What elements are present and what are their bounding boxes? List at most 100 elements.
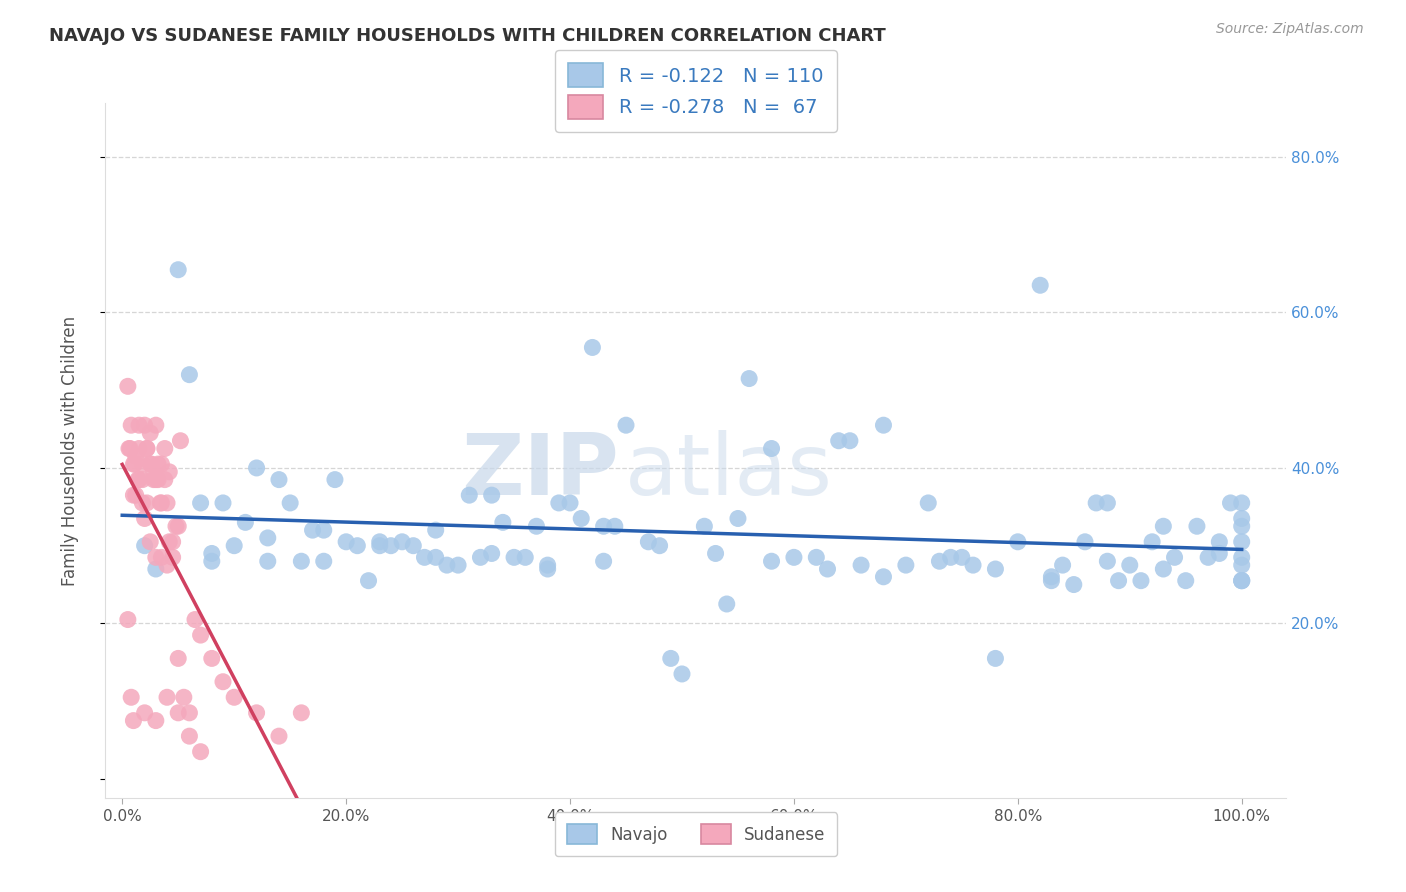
Point	[150, 496, 173, 510]
Point	[783, 550, 806, 565]
Point	[1152, 519, 1174, 533]
Point	[134, 511, 156, 525]
Point	[547, 496, 569, 510]
Point	[1040, 574, 1063, 588]
Point	[1063, 577, 1085, 591]
Point	[167, 706, 190, 720]
Point	[704, 546, 727, 560]
Point	[828, 434, 851, 448]
Point	[256, 531, 278, 545]
Point	[312, 554, 335, 568]
Text: atlas: atlas	[626, 430, 834, 513]
Point	[592, 554, 614, 568]
Point	[179, 706, 201, 720]
Point	[256, 554, 278, 568]
Point	[145, 550, 167, 565]
Point	[1097, 554, 1119, 568]
Point	[128, 418, 150, 433]
Point	[1230, 534, 1253, 549]
Point	[131, 473, 153, 487]
Point	[156, 496, 179, 510]
Point	[139, 457, 162, 471]
Point	[447, 558, 470, 573]
Point	[716, 597, 738, 611]
Point	[413, 550, 436, 565]
Point	[245, 461, 267, 475]
Point	[167, 651, 190, 665]
Point	[124, 457, 146, 471]
Point	[1219, 496, 1241, 510]
Point	[179, 729, 201, 743]
Point	[1029, 278, 1052, 293]
Point	[1129, 574, 1152, 588]
Point	[1140, 534, 1163, 549]
Point	[120, 418, 142, 433]
Point	[118, 442, 141, 456]
Point	[492, 516, 515, 530]
Point	[761, 554, 783, 568]
Point	[659, 651, 682, 665]
Point	[928, 554, 950, 568]
Point	[503, 550, 526, 565]
Point	[157, 465, 180, 479]
Point	[402, 539, 425, 553]
Point	[1230, 511, 1253, 525]
Point	[173, 690, 195, 705]
Point	[128, 442, 150, 456]
Point	[1185, 519, 1208, 533]
Point	[117, 613, 139, 627]
Point	[162, 550, 184, 565]
Point	[165, 519, 187, 533]
Point	[526, 519, 548, 533]
Point	[1230, 550, 1253, 565]
Point	[1085, 496, 1108, 510]
Point	[156, 690, 179, 705]
Point	[436, 558, 458, 573]
Point	[135, 442, 157, 456]
Point	[128, 473, 150, 487]
Point	[872, 418, 894, 433]
Point	[201, 546, 224, 560]
Point	[648, 539, 671, 553]
Text: ZIP: ZIP	[461, 430, 619, 513]
Point	[939, 550, 962, 565]
Point	[145, 418, 167, 433]
Point	[872, 570, 894, 584]
Point	[120, 442, 142, 456]
Point	[761, 442, 783, 456]
Point	[603, 519, 626, 533]
Point	[962, 558, 984, 573]
Point	[458, 488, 481, 502]
Point	[368, 534, 391, 549]
Point	[124, 450, 146, 464]
Point	[290, 554, 312, 568]
Point	[425, 550, 447, 565]
Point	[569, 511, 592, 525]
Point	[153, 473, 176, 487]
Point	[671, 667, 693, 681]
Point	[984, 562, 1007, 576]
Point	[817, 562, 839, 576]
Point	[190, 745, 212, 759]
Point	[150, 550, 173, 565]
Point	[145, 473, 167, 487]
Point	[1230, 574, 1253, 588]
Point	[122, 488, 145, 502]
Point	[323, 473, 346, 487]
Point	[346, 539, 368, 553]
Point	[212, 496, 235, 510]
Point	[1208, 534, 1230, 549]
Point	[267, 729, 290, 743]
Point	[592, 519, 614, 533]
Point	[124, 488, 146, 502]
Point	[537, 562, 560, 576]
Point	[120, 690, 142, 705]
Point	[917, 496, 939, 510]
Point	[135, 442, 157, 456]
Point	[806, 550, 828, 565]
Point	[693, 519, 716, 533]
Point	[1119, 558, 1142, 573]
Point	[131, 457, 153, 471]
Point	[167, 519, 190, 533]
Point	[1007, 534, 1029, 549]
